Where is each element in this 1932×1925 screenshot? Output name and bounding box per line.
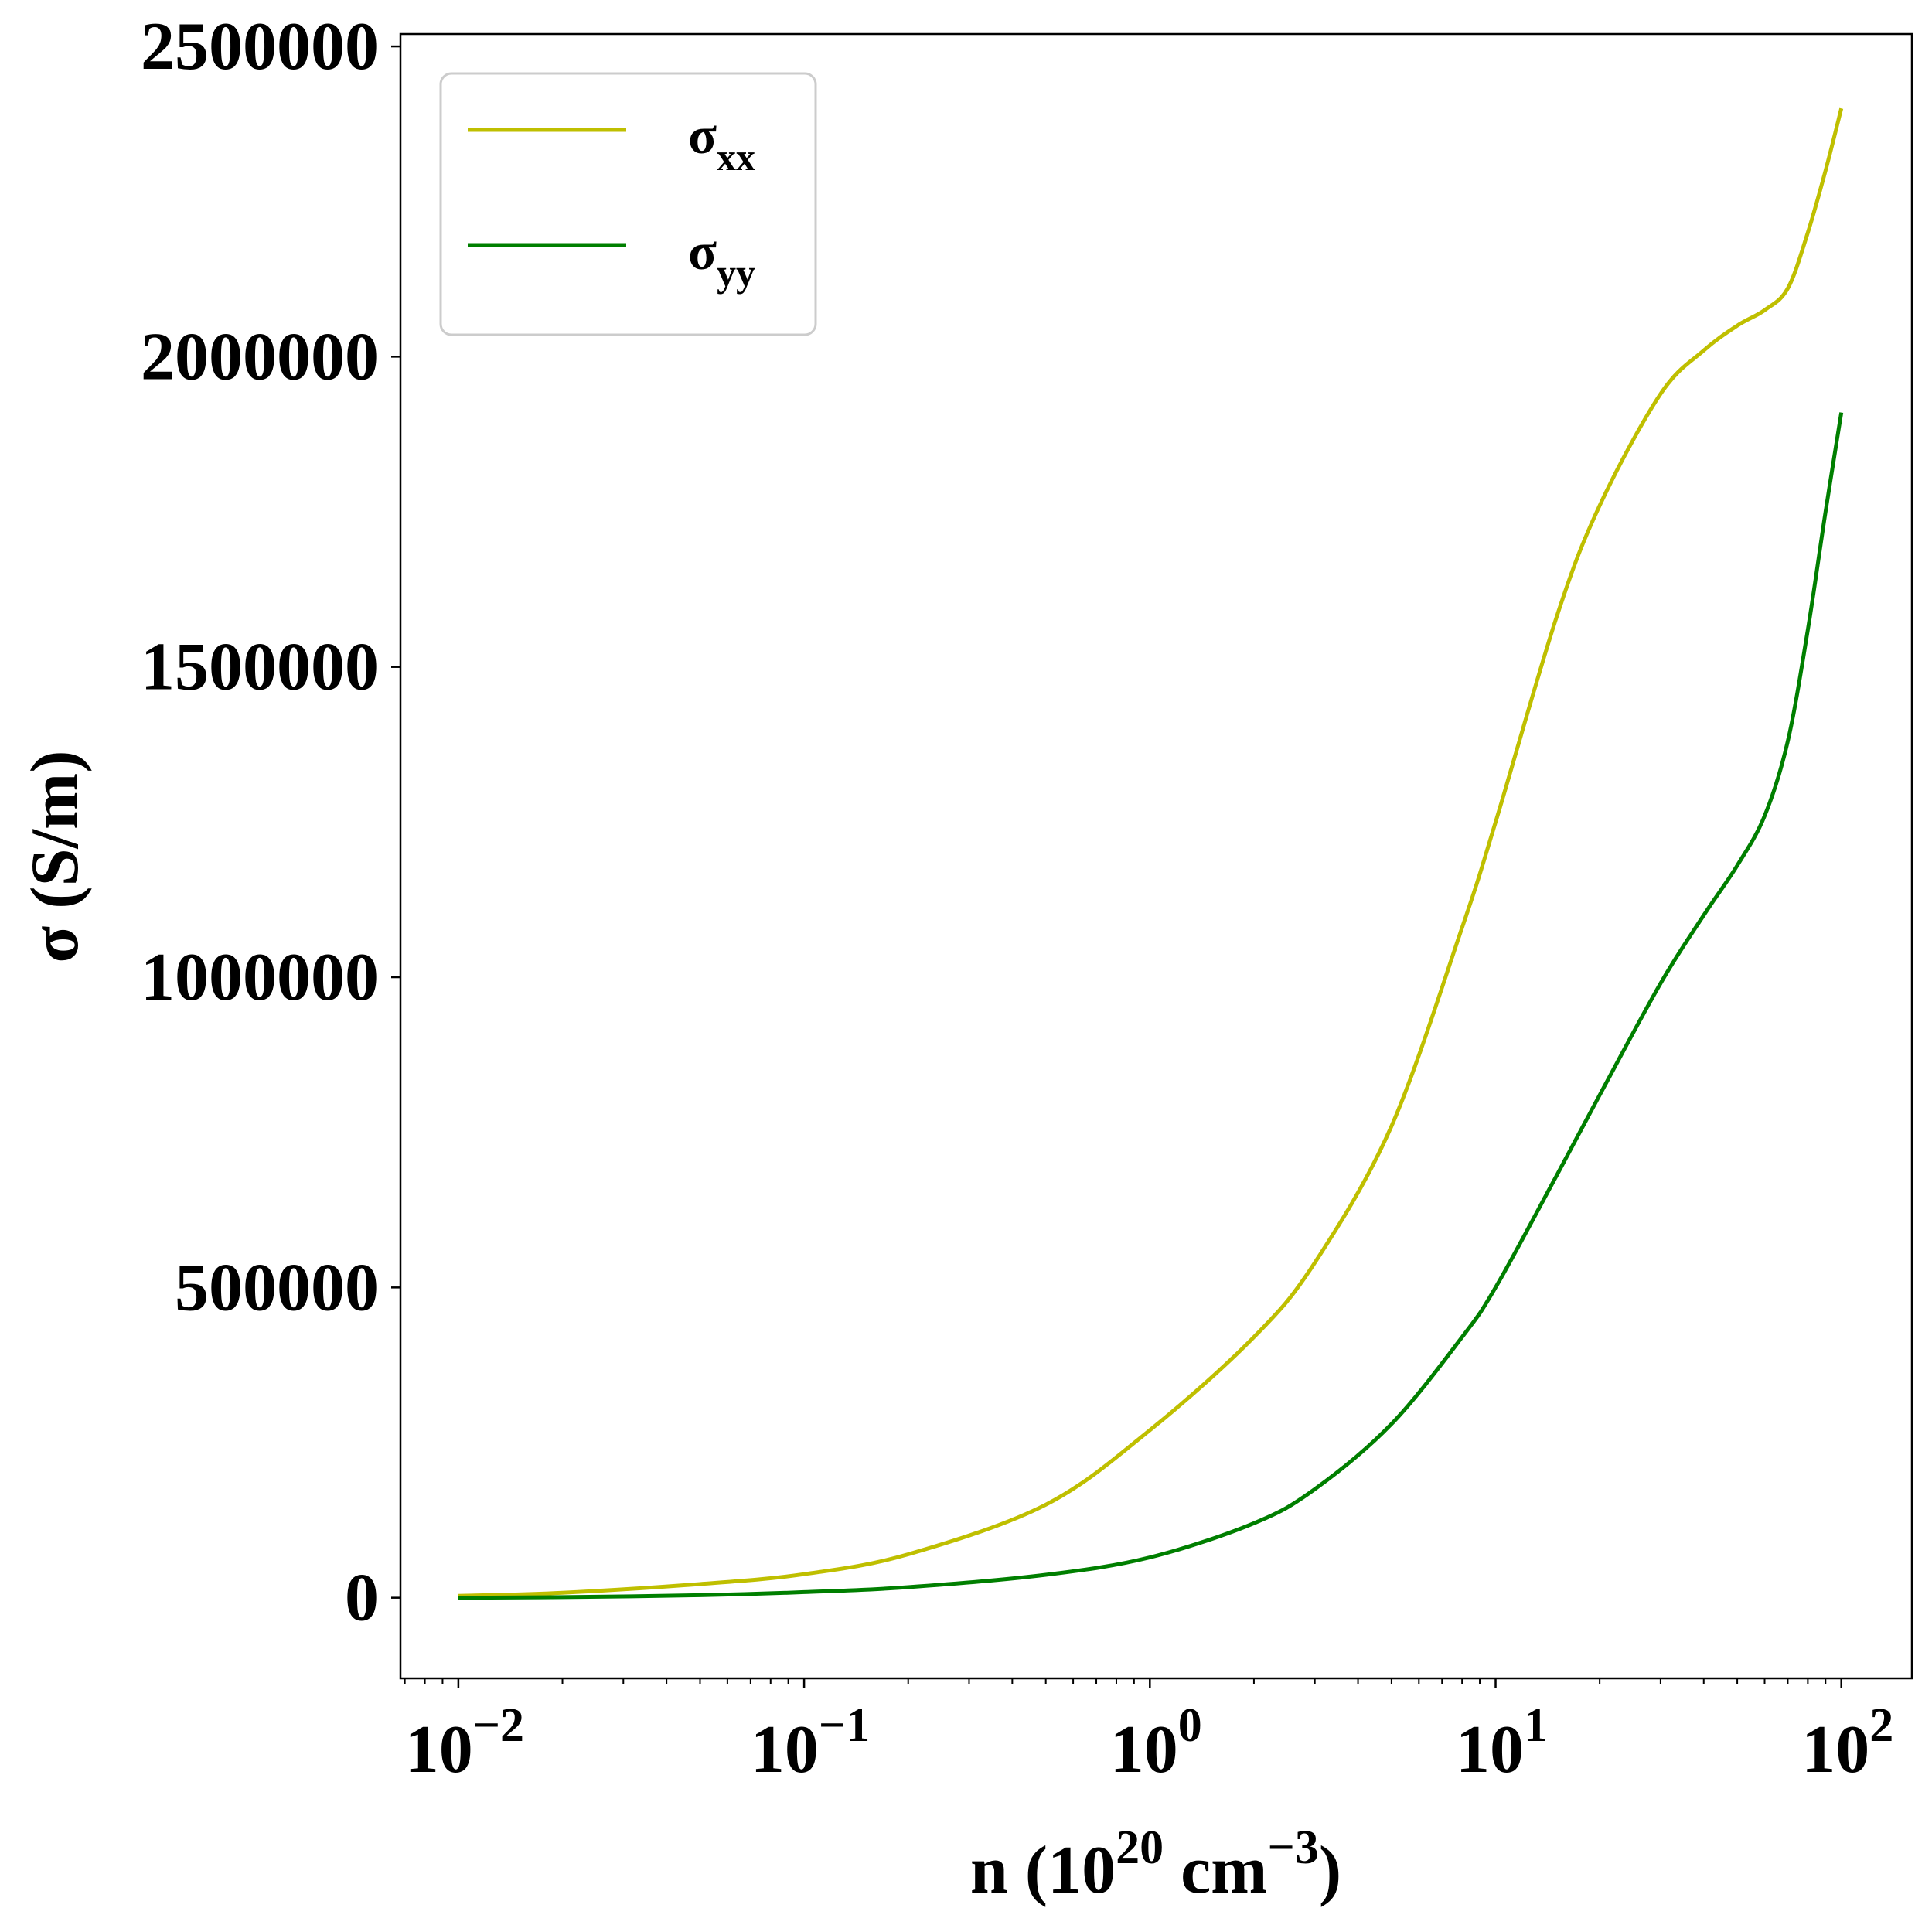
legend-label-sigma-yy: σyy	[688, 222, 755, 295]
x-tick-label: 102	[1801, 1699, 1893, 1787]
y-tick-label: 500000	[175, 1250, 379, 1325]
y-tick-label: 1000000	[141, 940, 379, 1015]
x-tick-label-exp: −2	[473, 1699, 524, 1752]
x-axis-label: n (1020 cm−3)	[970, 1821, 1341, 1908]
x-axis-label-pre: n (10	[970, 1833, 1116, 1908]
legend-box	[439, 72, 817, 336]
plot-frame	[399, 32, 1913, 1680]
x-tick-label-exp: 1	[1524, 1699, 1548, 1752]
series-layer	[458, 107, 1844, 1600]
y-tick-label: 1500000	[141, 630, 379, 705]
y-axis: 0 500000 1000000 1500000 2000000 2500000	[141, 9, 400, 1636]
legend-label-sigma-yy-sub: yy	[717, 251, 755, 295]
y-tick-label: 2000000	[141, 319, 379, 394]
x-axis-label-mid: cm	[1164, 1833, 1267, 1908]
y-axis-label: σ (S/m)	[18, 750, 93, 962]
x-axis-label-exp2: −3	[1267, 1821, 1318, 1874]
x-tick-label-exp: 2	[1869, 1699, 1893, 1752]
legend-label-sigma-yy-base: σ	[688, 222, 717, 281]
series-line-xx	[458, 107, 1844, 1598]
x-axis: 10−2 10−1 100 101 102	[404, 1678, 1893, 1787]
x-axis-label-post: )	[1319, 1833, 1341, 1908]
x-axis-label-exp1: 20	[1116, 1821, 1164, 1874]
legend-label-sigma-xx-base: σ	[688, 106, 717, 165]
series-line-yy	[458, 412, 1844, 1600]
x-tick-label: 10−1	[751, 1699, 870, 1787]
x-tick-label: 101	[1456, 1699, 1548, 1787]
x-tick-label: 10−2	[405, 1699, 524, 1787]
x-tick-label-exp: −1	[819, 1699, 870, 1752]
legend-label-sigma-xx-sub: xx	[717, 135, 755, 179]
y-tick-label: 0	[345, 1561, 379, 1636]
x-tick-label-base: 10	[751, 1712, 819, 1787]
x-tick-label-exp: 0	[1178, 1699, 1202, 1752]
x-tick-label-base: 10	[1110, 1712, 1178, 1787]
x-tick-label-base: 10	[1801, 1712, 1869, 1787]
y-tick-label: 2500000	[141, 9, 379, 84]
x-tick-label: 100	[1110, 1699, 1202, 1787]
legend: σxx σyy	[439, 72, 817, 336]
x-tick-label-base: 10	[1456, 1712, 1524, 1787]
legend-label-sigma-xx: σxx	[688, 106, 755, 179]
x-tick-label-base: 10	[405, 1712, 473, 1787]
